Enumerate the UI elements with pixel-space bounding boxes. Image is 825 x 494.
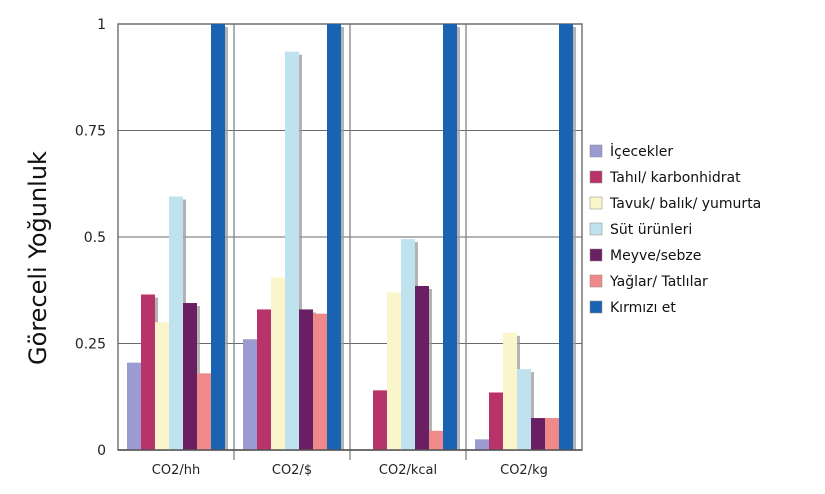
bar xyxy=(401,239,415,450)
legend: İçecekler Tahıl/ karbonhidrat Tavuk/ balık… xyxy=(589,142,761,316)
legend-swatch xyxy=(589,274,603,288)
bar xyxy=(429,430,443,450)
bar xyxy=(373,390,387,450)
legend-label: Meyve/sebze xyxy=(610,248,701,264)
bar xyxy=(211,24,225,450)
legend-label: Yağlar/ Tatlılar xyxy=(609,274,708,290)
y-tick-label: 1 xyxy=(97,17,106,33)
bar xyxy=(545,418,559,450)
bar xyxy=(559,24,573,450)
legend-label: Kırmızı et xyxy=(610,300,676,316)
legend-swatch xyxy=(589,144,603,158)
bar xyxy=(313,313,327,450)
bar xyxy=(155,322,169,450)
bar xyxy=(531,418,545,450)
bar xyxy=(327,24,341,450)
bar xyxy=(285,51,299,450)
bar xyxy=(299,309,313,450)
bar xyxy=(169,196,183,450)
x-tick-label: CO2/$ xyxy=(272,463,312,478)
bars xyxy=(127,24,576,450)
bar xyxy=(517,369,531,450)
bar xyxy=(475,439,489,450)
x-categories: CO2/hh CO2/$ CO2/kcal CO2/kg xyxy=(152,463,548,478)
y-tick-label: 0.5 xyxy=(84,230,106,246)
bar xyxy=(257,309,271,450)
bar xyxy=(127,362,141,450)
y-axis-label: Göreceli Yoğunluk xyxy=(24,151,52,365)
legend-label: Tavuk/ balık/ yumurta xyxy=(609,196,761,212)
legend-swatch xyxy=(589,300,603,314)
y-tick-label: 0.75 xyxy=(75,124,106,140)
bar xyxy=(141,294,155,450)
y-tick-label: 0 xyxy=(97,443,106,459)
bar xyxy=(387,292,401,450)
bar xyxy=(197,373,211,450)
bar xyxy=(489,392,503,450)
legend-label: Süt ürünleri xyxy=(610,222,692,238)
bar xyxy=(415,285,429,450)
bar xyxy=(183,303,197,450)
y-ticks: 0 0.25 0.5 0.75 1 xyxy=(75,17,106,459)
legend-label: Tahıl/ karbonhidrat xyxy=(609,170,741,186)
bar xyxy=(243,339,257,450)
legend-swatch xyxy=(589,196,603,210)
x-tick-label: CO2/hh xyxy=(152,463,200,478)
axes xyxy=(118,24,582,460)
bar xyxy=(443,24,457,450)
y-tick-label: 0.25 xyxy=(75,337,106,353)
x-tick-label: CO2/kcal xyxy=(379,463,437,478)
legend-label: İçecekler xyxy=(610,142,673,160)
bar xyxy=(271,277,285,450)
legend-swatch xyxy=(589,222,603,236)
legend-swatch xyxy=(589,248,603,262)
bar xyxy=(503,332,517,450)
legend-swatch xyxy=(589,170,603,184)
x-tick-label: CO2/kg xyxy=(500,463,548,478)
